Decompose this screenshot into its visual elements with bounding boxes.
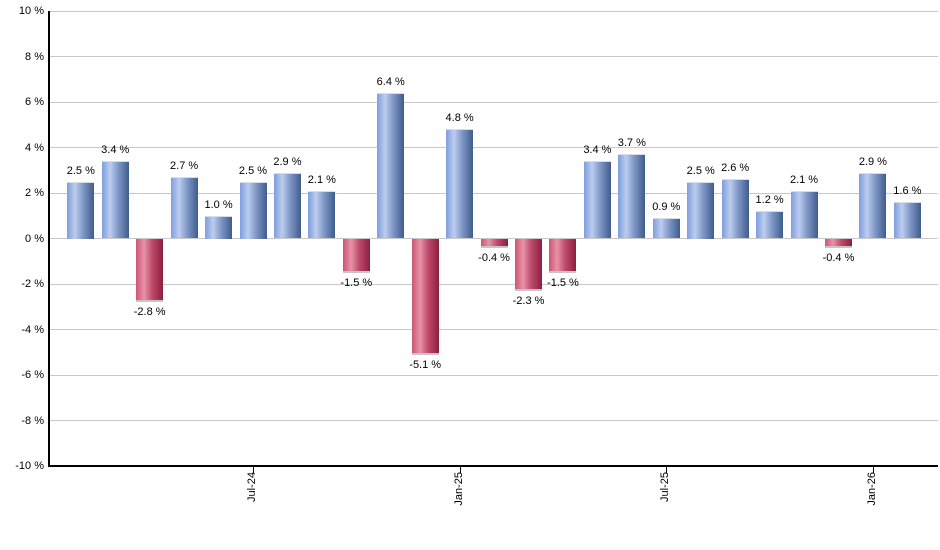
y-axis-tick-label: 2 %	[25, 187, 44, 199]
bar-positive	[893, 202, 921, 239]
bar-value-label: 2.1 %	[307, 173, 336, 186]
bar-value-label: 3.4 %	[101, 144, 130, 157]
bar-value-label: 2.5 %	[66, 164, 95, 177]
y-gridline	[49, 192, 938, 194]
bar-positive	[446, 129, 474, 239]
x-axis-tick-label: Jul-24	[246, 472, 258, 502]
bar-positive	[859, 172, 887, 239]
x-axis-line	[48, 465, 938, 467]
y-axis-tick-label: 0 %	[25, 232, 44, 245]
y-axis-tick-label: -2 %	[21, 278, 44, 290]
bar-positive	[273, 172, 301, 239]
bar-positive	[377, 92, 405, 239]
bar-value-label: 2.5 %	[238, 164, 268, 177]
bar-negative	[411, 238, 439, 355]
bar-positive	[67, 181, 95, 239]
bar-value-label: 0.9 %	[652, 201, 681, 214]
x-axis-tick-label: Jul-25	[659, 472, 672, 502]
bar-positive	[101, 161, 129, 239]
y-gridline	[49, 101, 938, 103]
bar-positive	[618, 154, 646, 239]
y-gridline	[49, 374, 938, 376]
bar-value-label: -0.4 %	[478, 251, 510, 264]
y-gridline	[49, 283, 938, 285]
y-axis-tick-label: 10 %	[18, 5, 44, 17]
y-axis-tick-label: -10 %	[15, 460, 44, 472]
y-gridline	[49, 56, 938, 57]
bar-negative	[549, 238, 577, 273]
bar-positive	[652, 218, 680, 239]
y-gridline	[49, 420, 938, 421]
bar-negative	[824, 238, 852, 248]
bar-negative	[515, 238, 543, 291]
bar-value-label: 2.5 %	[686, 164, 715, 177]
bar-value-label: -1.5 %	[340, 276, 373, 289]
y-gridline	[49, 329, 938, 330]
bar-negative	[480, 238, 508, 248]
bar-value-label: 6.4 %	[376, 75, 405, 88]
y-axis-tick-label: -4 %	[21, 323, 44, 336]
bar-value-label: -2.3 %	[512, 294, 545, 307]
y-axis-tick-label: 6 %	[25, 96, 44, 108]
bar-value-label: 2.7 %	[170, 160, 199, 173]
bar-value-label: 4.8 %	[445, 112, 474, 125]
bar-positive	[170, 177, 198, 239]
bar-positive	[756, 211, 784, 239]
x-axis-tick	[459, 467, 461, 473]
x-axis-tick-label: Jan-25	[452, 472, 465, 506]
bar-positive	[205, 215, 233, 239]
bar-positive	[721, 179, 749, 239]
bar-value-label: 2.1 %	[789, 173, 819, 186]
bar-value-label: -1.5 %	[547, 276, 579, 289]
x-axis-tick-label: Jan-26	[865, 472, 878, 506]
bar-positive	[308, 190, 336, 239]
bar-value-label: 1.6 %	[893, 185, 922, 198]
bar-value-label: 1.0 %	[204, 198, 233, 211]
bar-value-label: -0.4 %	[822, 251, 855, 264]
x-axis-tick	[872, 467, 874, 473]
y-axis-line	[48, 11, 50, 467]
bar-positive	[239, 181, 267, 239]
x-axis-tick	[253, 467, 254, 473]
bar-value-label: 1.2 %	[755, 194, 784, 207]
bar-negative	[342, 238, 370, 273]
bar-value-label: 2.9 %	[273, 155, 302, 168]
y-axis-tick-label: 4 %	[25, 141, 44, 154]
y-axis-tick-label: -8 %	[21, 414, 44, 427]
bar-value-label: 3.4 %	[583, 144, 612, 157]
bar-positive	[583, 161, 611, 239]
bar-value-label: 2.6 %	[721, 162, 750, 175]
y-axis-tick-label: -6 %	[21, 369, 44, 381]
bar-value-label: 3.7 %	[617, 137, 646, 150]
bar-positive	[687, 181, 715, 239]
x-axis-tick	[666, 467, 668, 473]
bar-value-label: -5.1 %	[409, 358, 442, 371]
y-gridline	[49, 10, 938, 12]
bar-positive	[790, 190, 818, 239]
bar-value-label: 2.9 %	[858, 155, 887, 168]
y-gridline	[49, 147, 938, 148]
bar-value-label: -2.8 %	[133, 306, 166, 319]
y-axis-tick-label: 8 %	[25, 50, 44, 63]
bar-negative	[136, 238, 164, 303]
